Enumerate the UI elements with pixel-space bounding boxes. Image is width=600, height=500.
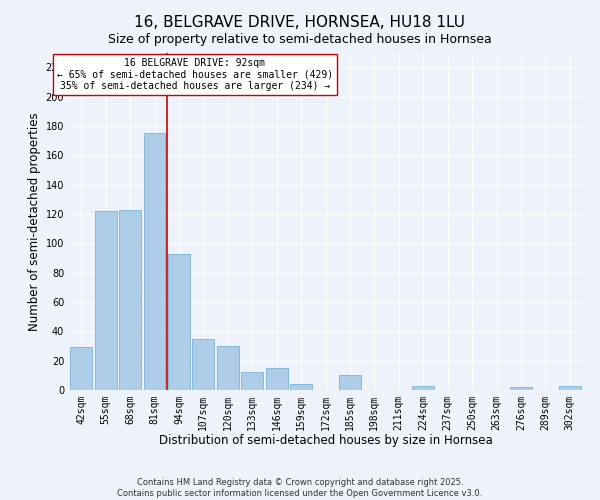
Text: 16 BELGRAVE DRIVE: 92sqm
← 65% of semi-detached houses are smaller (429)
35% of : 16 BELGRAVE DRIVE: 92sqm ← 65% of semi-d…: [56, 58, 333, 91]
Bar: [241, 372, 263, 390]
Bar: [119, 210, 141, 390]
X-axis label: Distribution of semi-detached houses by size in Hornsea: Distribution of semi-detached houses by …: [158, 434, 493, 448]
Bar: [559, 386, 581, 390]
Bar: [70, 348, 92, 390]
Bar: [339, 376, 361, 390]
Text: 16, BELGRAVE DRIVE, HORNSEA, HU18 1LU: 16, BELGRAVE DRIVE, HORNSEA, HU18 1LU: [134, 15, 466, 30]
Text: Size of property relative to semi-detached houses in Hornsea: Size of property relative to semi-detach…: [108, 32, 492, 46]
Bar: [168, 254, 190, 390]
Bar: [193, 338, 214, 390]
Bar: [290, 384, 312, 390]
Y-axis label: Number of semi-detached properties: Number of semi-detached properties: [28, 112, 41, 330]
Bar: [266, 368, 287, 390]
Bar: [143, 133, 166, 390]
Bar: [510, 387, 532, 390]
Bar: [217, 346, 239, 390]
Text: Contains HM Land Registry data © Crown copyright and database right 2025.
Contai: Contains HM Land Registry data © Crown c…: [118, 478, 482, 498]
Bar: [95, 211, 116, 390]
Bar: [412, 386, 434, 390]
